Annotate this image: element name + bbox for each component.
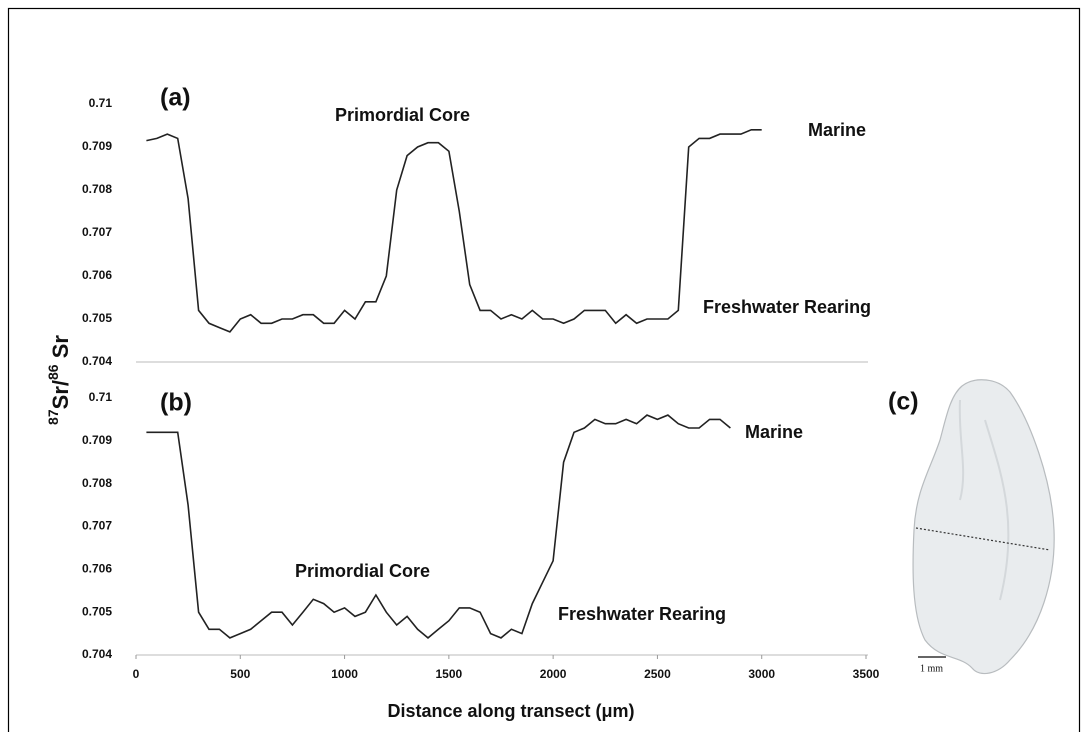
otolith-image: 1 mm (c) bbox=[888, 379, 1055, 675]
y-tick-label: 0.704 bbox=[82, 647, 112, 661]
x-tick-label: 500 bbox=[230, 667, 250, 681]
y-tick-label: 0.71 bbox=[89, 390, 113, 404]
annotation: Freshwater Rearing bbox=[558, 604, 726, 624]
x-tick-label: 1500 bbox=[436, 667, 463, 681]
otolith-texture bbox=[958, 399, 1010, 601]
frame bbox=[7, 7, 1081, 732]
y-label-part: 87 bbox=[45, 409, 61, 425]
y-tick-label: 0.705 bbox=[82, 604, 112, 618]
annotation: Primordial Core bbox=[295, 561, 430, 581]
y-tick-label: 0.707 bbox=[82, 519, 112, 533]
y-tick-label: 0.71 bbox=[89, 96, 113, 110]
y-tick-label: 0.706 bbox=[82, 268, 112, 282]
y-tick-label: 0.708 bbox=[82, 476, 112, 490]
panel-label: (b) bbox=[160, 389, 192, 417]
annotation: Primordial Core bbox=[335, 105, 470, 125]
data-line bbox=[146, 414, 731, 639]
y-tick-label: 0.705 bbox=[82, 311, 112, 325]
y-tick-label: 0.709 bbox=[82, 139, 112, 153]
x-tick-label: 2000 bbox=[540, 667, 567, 681]
y-tick-label: 0.704 bbox=[82, 354, 112, 368]
data-line bbox=[146, 129, 762, 333]
y-label-part: Sr bbox=[48, 335, 73, 365]
y-label-part: Sr/ bbox=[48, 380, 73, 409]
y-tick-label: 0.707 bbox=[82, 225, 112, 239]
transect-line bbox=[915, 527, 1051, 551]
x-tick-label: 1000 bbox=[331, 667, 358, 681]
x-tick-label: 0 bbox=[133, 667, 140, 681]
scale-label: 1 mm bbox=[920, 663, 943, 674]
y-label-part: 86 bbox=[45, 364, 61, 380]
panel-label: (c) bbox=[888, 388, 919, 416]
annotation: Marine bbox=[808, 120, 866, 140]
otolith bbox=[912, 379, 1055, 675]
x-tick-label: 3000 bbox=[748, 667, 775, 681]
annotation: Marine bbox=[745, 422, 803, 442]
x-tick-label: 3500 bbox=[853, 667, 880, 681]
annotation: Freshwater Rearing bbox=[703, 297, 871, 317]
panel-label: (a) bbox=[160, 84, 191, 112]
x-tick-label: 2500 bbox=[644, 667, 671, 681]
y-tick-label: 0.708 bbox=[82, 182, 112, 196]
y-tick-label: 0.706 bbox=[82, 562, 112, 576]
x-axis-label: Distance along transect (μm) bbox=[387, 701, 634, 721]
y-tick-label: 0.709 bbox=[82, 433, 112, 447]
y-axis-label: 87Sr/86 Sr bbox=[45, 335, 73, 425]
